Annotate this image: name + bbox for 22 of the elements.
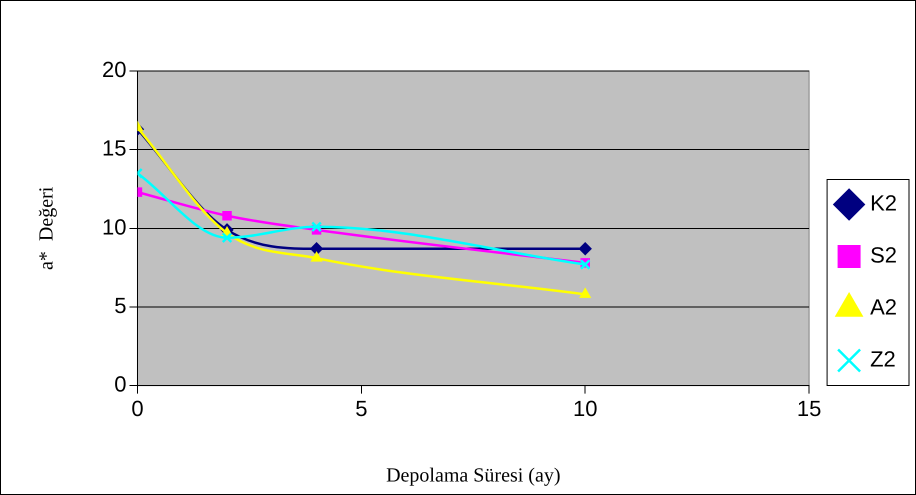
point [311, 221, 322, 232]
x-tick-label: 0 [131, 396, 144, 421]
legend-label: S2 [870, 242, 898, 268]
y-axis-title: a* Değeri [35, 186, 58, 270]
legend-label: Z2 [870, 346, 896, 372]
point [310, 252, 322, 262]
y-tick-label: 15 [102, 136, 126, 161]
point [222, 210, 232, 220]
y-tick-label: 0 [114, 372, 126, 397]
y-tick-label: 10 [102, 214, 126, 240]
y-tick-label: 5 [114, 293, 126, 318]
x-tick-label: 10 [572, 396, 598, 421]
legend-label: K2 [870, 190, 898, 216]
legend-label: A2 [870, 294, 898, 320]
y-tick-label: 20 [102, 57, 126, 82]
x-axis-title: Depolama Süresi (ay) [386, 464, 560, 486]
x-tick-label: 5 [355, 396, 368, 421]
x-tick-label: 15 [796, 396, 822, 421]
point [222, 232, 233, 244]
point [310, 242, 324, 256]
point [580, 288, 591, 298]
point [578, 242, 592, 256]
